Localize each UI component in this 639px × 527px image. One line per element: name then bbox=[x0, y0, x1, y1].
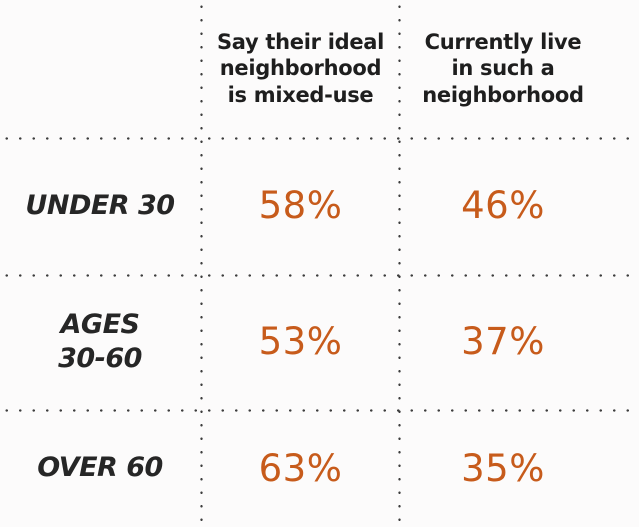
vertical-dotted-divider-right bbox=[398, 0, 401, 527]
value-over-60-current: 35% bbox=[461, 446, 545, 490]
value-under-30-current: 46% bbox=[461, 184, 545, 227]
value-ages-30-60-current: 37% bbox=[461, 320, 545, 363]
horizontal-dotted-divider-3 bbox=[0, 409, 639, 412]
horizontal-dotted-divider-1 bbox=[0, 137, 639, 140]
column-header-currently-live: Currently live in such a neighborhood bbox=[422, 30, 584, 107]
horizontal-dotted-divider-2 bbox=[0, 274, 639, 277]
column-header-ideal-mixed-use: Say their ideal neighborhood is mixed-us… bbox=[216, 30, 385, 107]
vertical-dotted-divider-left bbox=[200, 0, 203, 527]
row-label-ages-30-60: AGES 30-60 bbox=[58, 308, 142, 374]
value-ages-30-60-ideal: 53% bbox=[258, 320, 343, 363]
value-under-30-ideal: 58% bbox=[258, 184, 343, 227]
row-label-over-60: OVER 60 bbox=[37, 452, 163, 484]
value-over-60-ideal: 63% bbox=[258, 446, 343, 490]
row-label-under-30: UNDER 30 bbox=[25, 189, 175, 221]
